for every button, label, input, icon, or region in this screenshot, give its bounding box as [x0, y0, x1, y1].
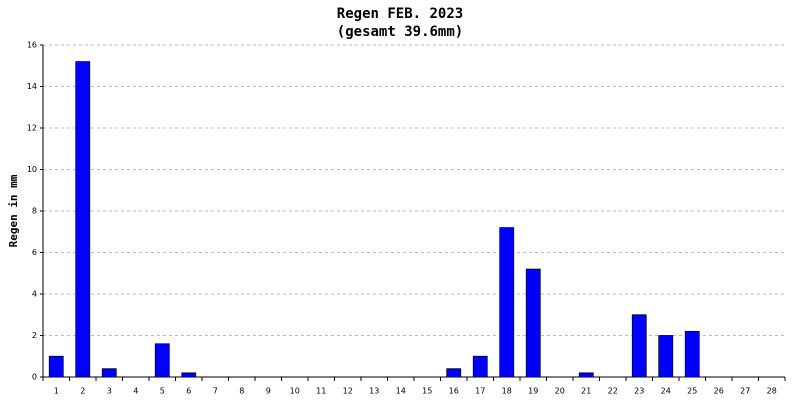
x-tick-label: 15 — [422, 387, 432, 396]
y-tick-label: 12 — [27, 124, 37, 133]
bar — [578, 372, 594, 378]
chart-subtitle: (gesamt 39.6mm) — [337, 24, 463, 40]
y-tick-label: 4 — [32, 290, 37, 299]
x-tick-label: 10 — [290, 387, 300, 396]
x-tick-label: 8 — [239, 387, 244, 396]
x-tick-label: 19 — [528, 387, 538, 396]
x-tick-label: 6 — [186, 387, 191, 396]
bar — [499, 227, 515, 378]
bar — [75, 61, 91, 378]
x-tick-label: 26 — [714, 387, 724, 396]
bar — [48, 355, 64, 378]
x-tick-label: 7 — [213, 387, 218, 396]
bar — [101, 368, 117, 378]
x-tick-label: 3 — [107, 387, 112, 396]
x-tick-label: 24 — [661, 387, 671, 396]
y-tick-label: 10 — [27, 165, 37, 174]
x-tick-label: 18 — [502, 387, 512, 396]
y-tick-label: 0 — [32, 373, 37, 382]
bar — [631, 314, 647, 378]
bar — [181, 372, 197, 378]
x-tick-label: 27 — [740, 387, 750, 396]
x-tick-label: 14 — [396, 387, 406, 396]
x-tick-label: 1 — [54, 387, 59, 396]
x-tick-label: 17 — [475, 387, 485, 396]
chart-title: Regen FEB. 2023 — [337, 6, 463, 22]
y-axis-label: Regen in mm — [7, 174, 20, 247]
bar — [684, 330, 700, 378]
x-tick-label: 2 — [80, 387, 85, 396]
x-tick-label: 5 — [160, 387, 165, 396]
x-tick-label: 12 — [343, 387, 353, 396]
x-tick-label: 28 — [767, 387, 777, 396]
x-tick-label: 4 — [133, 387, 138, 396]
x-tick-label: 13 — [369, 387, 379, 396]
y-tick-label: 16 — [27, 41, 37, 50]
x-tick-label: 22 — [608, 387, 618, 396]
x-tick-label: 11 — [316, 387, 326, 396]
bar — [658, 335, 674, 378]
bar — [525, 268, 541, 378]
x-tick-label: 9 — [266, 387, 271, 396]
y-tick-label: 2 — [32, 331, 37, 340]
x-tick-label: 20 — [555, 387, 565, 396]
y-tick-label: 14 — [27, 82, 37, 91]
y-tick-label: 6 — [32, 248, 37, 257]
bar — [154, 343, 170, 378]
y-tick-label: 8 — [32, 207, 37, 216]
x-tick-label: 25 — [687, 387, 697, 396]
x-tick-label: 21 — [581, 387, 591, 396]
x-tick-label: 16 — [449, 387, 459, 396]
bar — [472, 355, 488, 378]
x-tick-label: 23 — [634, 387, 644, 396]
bar — [446, 368, 462, 378]
